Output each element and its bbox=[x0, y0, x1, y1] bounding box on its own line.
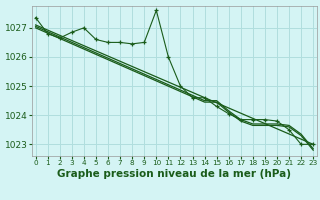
X-axis label: Graphe pression niveau de la mer (hPa): Graphe pression niveau de la mer (hPa) bbox=[57, 169, 292, 179]
